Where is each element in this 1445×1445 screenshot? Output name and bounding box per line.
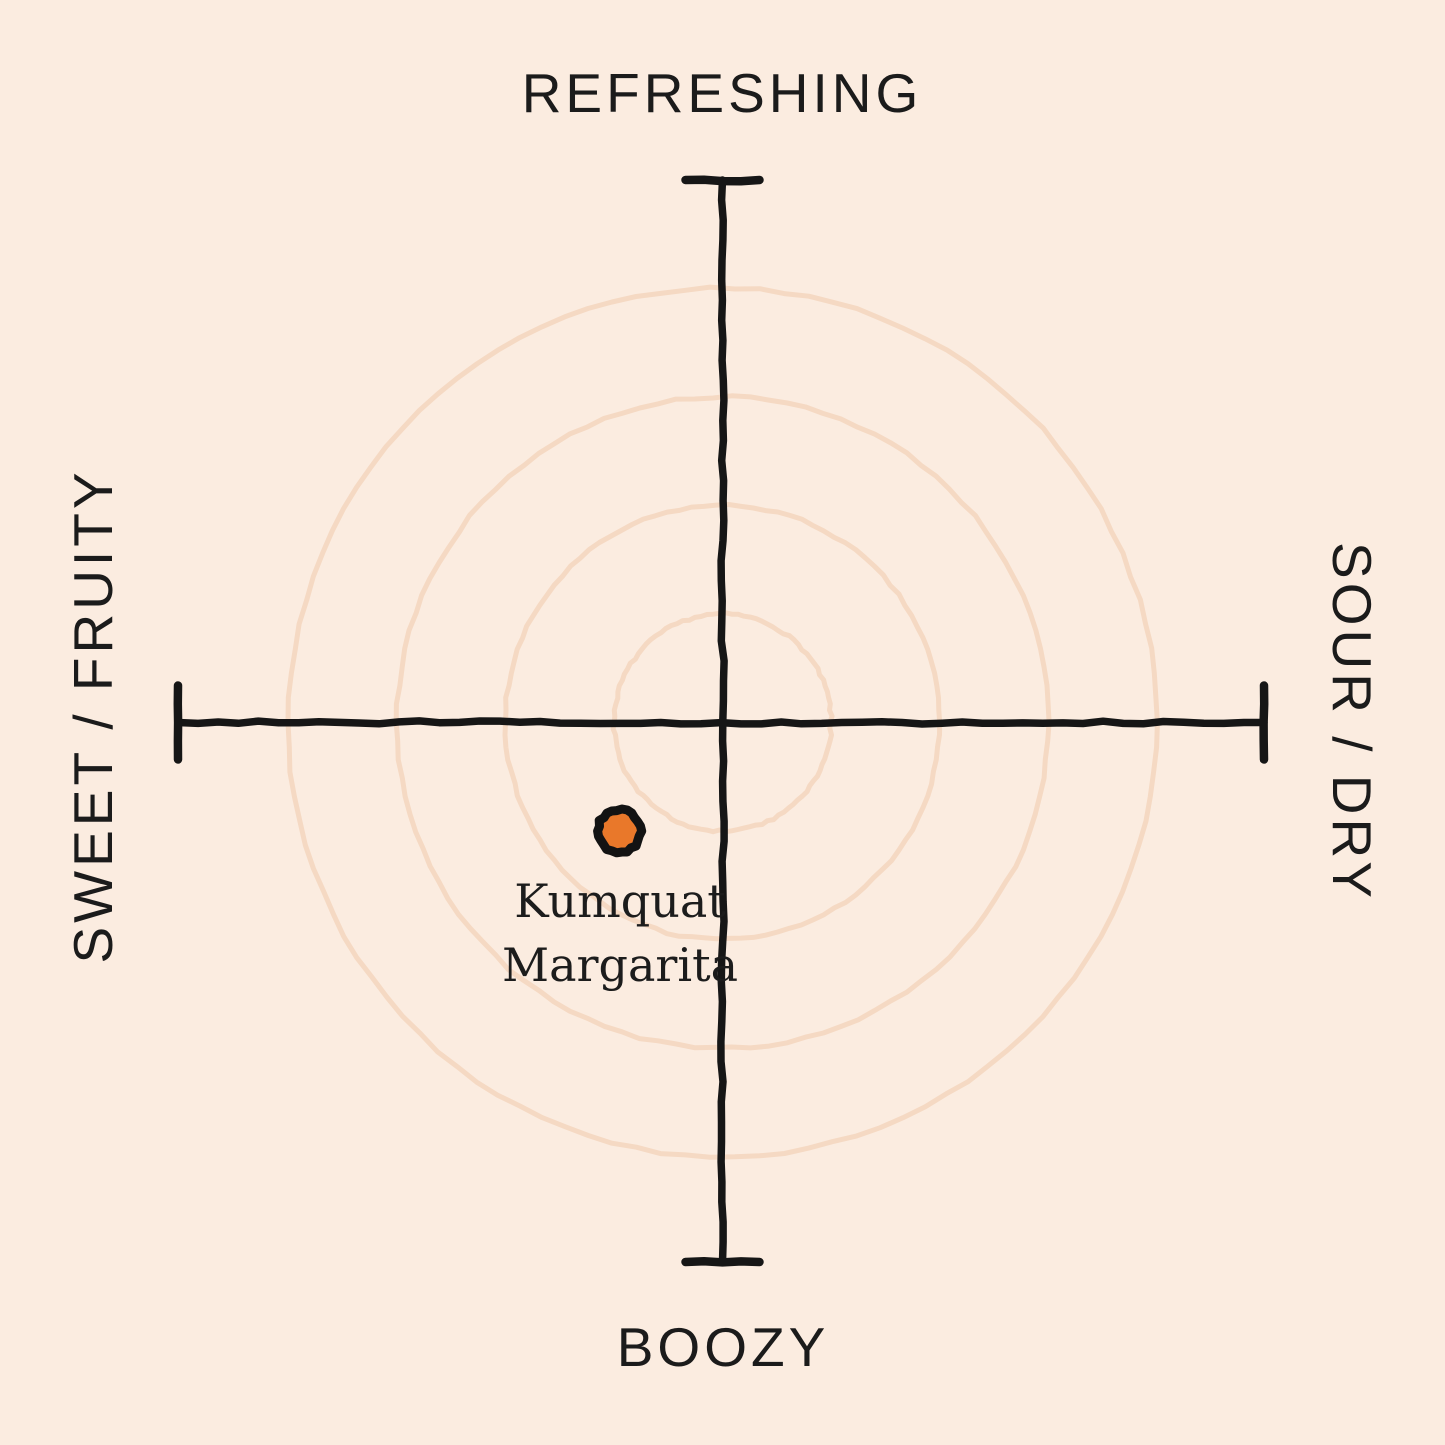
- axis-cap-right: [1259, 681, 1269, 764]
- axis-label-sweet-fruity: SWEET / FRUITY: [62, 468, 124, 964]
- axis-cap-bottom: [681, 1256, 764, 1267]
- data-point: [593, 804, 647, 858]
- point-label-line1: Kumquat: [514, 874, 726, 928]
- horizontal-axis: [174, 717, 1268, 728]
- point-label: Kumquat Margarita: [370, 869, 870, 997]
- axis-cap-top: [681, 175, 764, 186]
- axis-label-boozy: BOOZY: [616, 1316, 830, 1378]
- axis-label-sour-dry: SOUR / DRY: [1321, 542, 1383, 902]
- axis-label-refreshing: REFRESHING: [521, 62, 923, 124]
- point-label-line2: Margarita: [502, 938, 738, 992]
